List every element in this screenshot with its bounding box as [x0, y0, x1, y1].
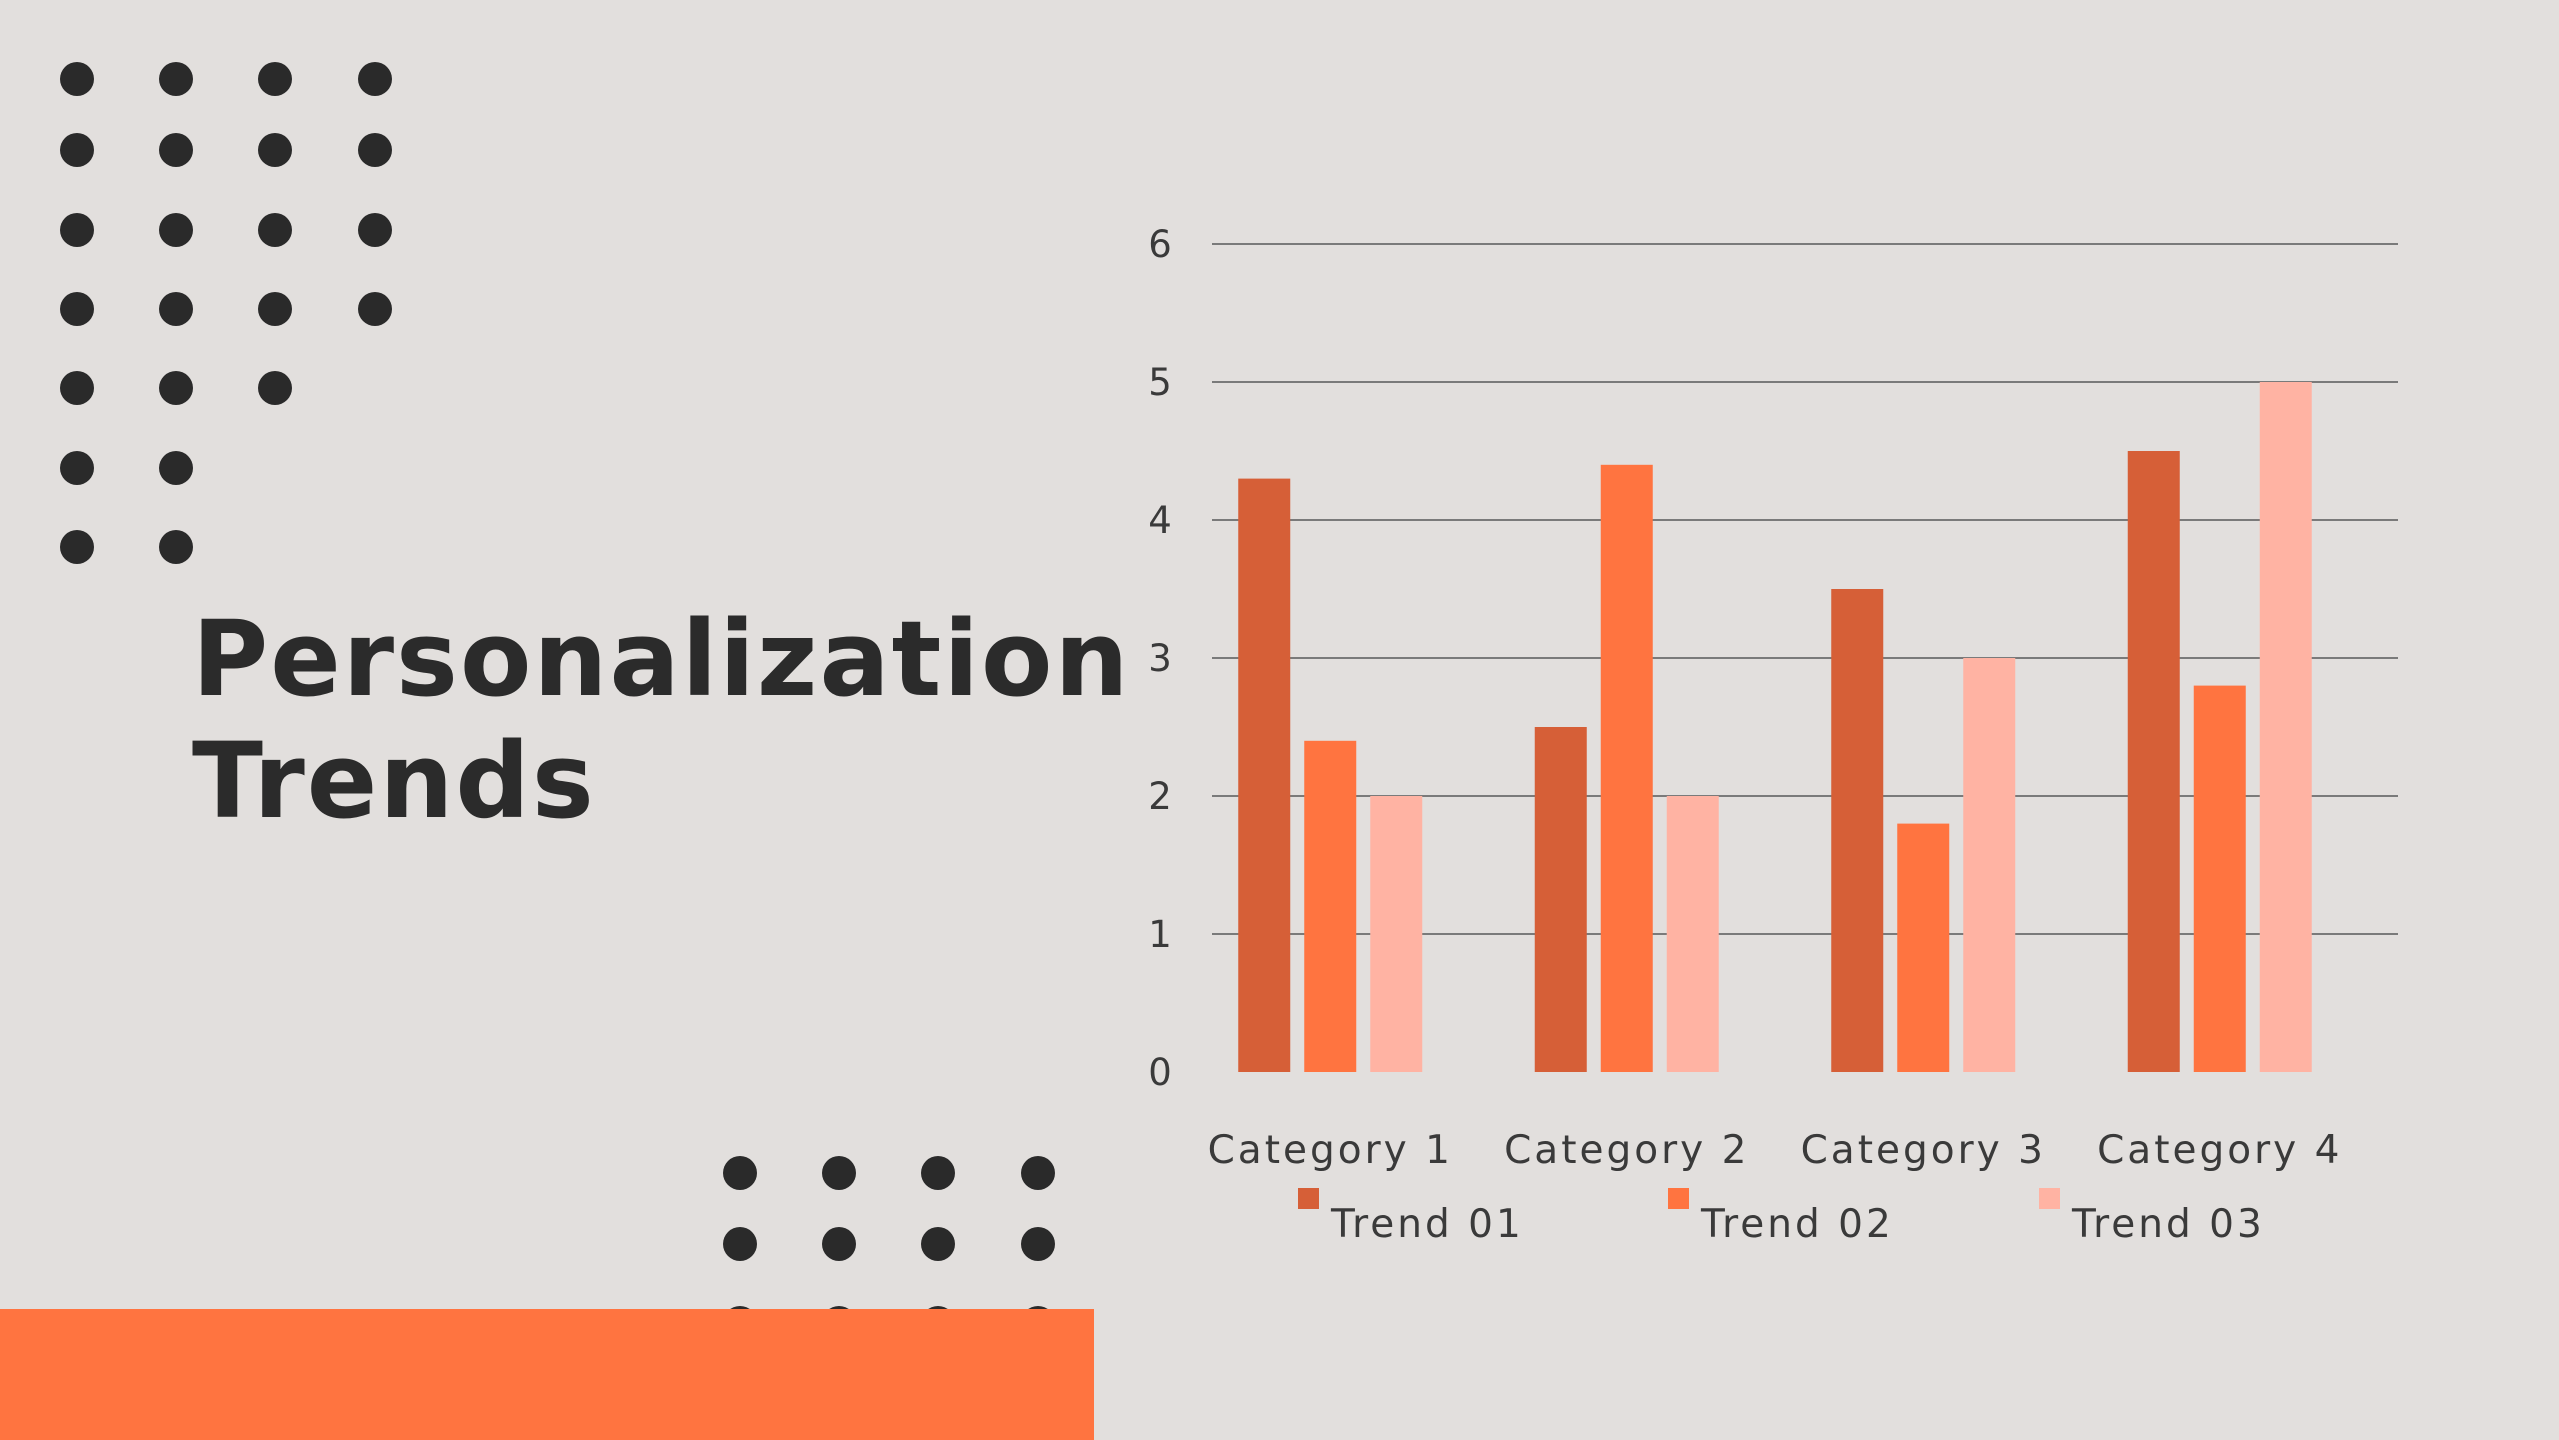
decor-dot	[358, 62, 392, 96]
bar	[2193, 685, 2246, 1072]
decor-dot	[60, 451, 94, 485]
y-tick-label: 2	[1148, 775, 1172, 818]
decor-dot	[258, 62, 292, 96]
decor-dot	[159, 530, 193, 564]
legend-label: Trend 02	[1700, 1202, 1894, 1247]
decor-dot	[60, 133, 94, 167]
bar	[1238, 478, 1291, 1073]
decor-dot	[60, 530, 94, 564]
bar	[1370, 796, 1423, 1072]
bar	[1963, 658, 2016, 1072]
decor-dot	[159, 371, 193, 405]
decor-dot	[258, 213, 292, 247]
decor-dot	[1021, 1227, 1055, 1261]
decor-dot	[60, 62, 94, 96]
x-axis-categories: Category 1 Category 2 Category 3 Category 4	[1208, 1128, 2342, 1173]
bars	[1238, 382, 2312, 1073]
decor-dot	[723, 1227, 757, 1261]
decor-dot	[723, 1156, 757, 1190]
legend-swatch	[1298, 1188, 1319, 1209]
bar	[1534, 727, 1587, 1072]
decor-dot	[822, 1156, 856, 1190]
decor-dot	[60, 371, 94, 405]
decor-dot	[60, 213, 94, 247]
legend-label: Trend 03	[2071, 1202, 2265, 1247]
decor-dot	[358, 213, 392, 247]
x-tick-label: Category 3	[1801, 1128, 2046, 1173]
decor-dot	[358, 133, 392, 167]
bar	[1600, 464, 1653, 1072]
x-tick-label: Category 2	[1504, 1128, 1749, 1173]
title-line-1: Personalization	[192, 598, 1131, 720]
slide-title: Personalization Trends	[192, 598, 1130, 842]
x-tick-label: Category 1	[1208, 1128, 1453, 1173]
decor-dot	[159, 213, 193, 247]
bar	[1897, 823, 1950, 1072]
y-tick-label: 0	[1148, 1051, 1172, 1094]
y-tick-label: 5	[1148, 361, 1172, 404]
bar	[2127, 451, 2180, 1072]
decor-dot	[822, 1227, 856, 1261]
decor-dot	[159, 133, 193, 167]
decor-dot	[258, 292, 292, 326]
decor-dot	[258, 133, 292, 167]
decor-dot	[60, 292, 94, 326]
decor-dot	[159, 292, 193, 326]
decor-dot	[159, 62, 193, 96]
decor-dot	[159, 451, 193, 485]
legend-swatch	[1668, 1188, 1689, 1209]
y-tick-label: 4	[1148, 499, 1172, 542]
legend-swatch	[2039, 1188, 2060, 1209]
accent-bar	[0, 1309, 1094, 1440]
y-axis-ticks: 0 1 2 3 4 5 6	[1148, 223, 1172, 1094]
bar	[1304, 740, 1357, 1072]
bar	[1666, 796, 1719, 1072]
y-tick-label: 6	[1148, 223, 1172, 266]
decor-dot	[921, 1156, 955, 1190]
y-tick-label: 3	[1148, 637, 1172, 680]
x-tick-label: Category 4	[2097, 1128, 2342, 1173]
decor-dot	[358, 292, 392, 326]
decor-dot	[1021, 1156, 1055, 1190]
legend: Trend 01 Trend 02 Trend 03	[1298, 1188, 2265, 1247]
y-tick-label: 1	[1148, 913, 1172, 956]
legend-label: Trend 01	[1330, 1202, 1524, 1247]
bar	[2259, 382, 2312, 1072]
title-line-2: Trends	[192, 720, 596, 842]
decor-dot	[921, 1227, 955, 1261]
decor-dot	[258, 371, 292, 405]
bar	[1831, 589, 1884, 1072]
